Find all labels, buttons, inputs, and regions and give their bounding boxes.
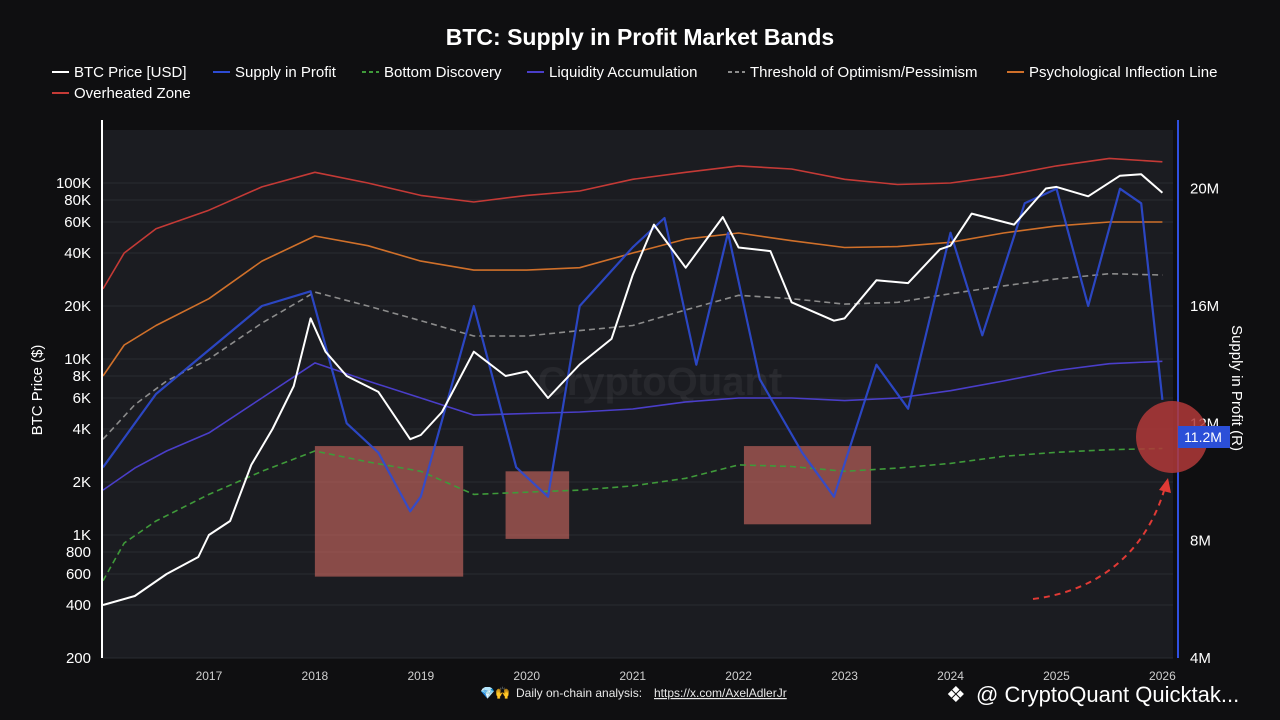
highlight-zone [505,471,570,539]
watermark: ❖ @ CryptoQuant Quicktak... [946,682,1239,707]
x-tick-label: 2021 [619,669,646,683]
current-value-circle [1136,401,1208,473]
watermark-icon: ❖ [946,682,966,707]
legend-label: Supply in Profit [235,64,337,81]
legend-item-btc-price-usd: BTC Price [USD] [52,64,187,81]
x-tick-label: 2020 [513,669,540,683]
legend-item-threshold-of-optimism-pessimism: Threshold of Optimism/Pessimism [728,64,978,81]
grid-lines [103,182,1173,659]
series-line-supply-in-profit [102,187,1164,513]
legend-label: Bottom Discovery [384,64,502,81]
x-axis-ticks: 2017 2018 2019 2020 2021 2022 2023 2024 2025 2026 [196,669,1176,683]
watermark-text: @ CryptoQuant Quicktak... [976,682,1239,707]
legend-item-psychological-inflection-line: Psychological Inflection Line [1007,64,1217,81]
highlight-zone [314,446,464,577]
y-tick-label: 600 [66,566,91,583]
chart-title: BTC: Supply in Profit Market Bands [446,24,834,50]
footer-link[interactable]: https://x.com/AxelAdlerJr [654,686,787,700]
current-value-badge [1178,426,1230,448]
y-tick-label: 20K [64,298,91,315]
legend-label: Threshold of Optimism/Pessimism [750,64,978,81]
legend-item-liquidity-accumulation: Liquidity Accumulation [527,64,697,81]
legend-item-supply-in-profit: Supply in Profit [213,64,337,81]
series-line-overheated-zone [102,157,1163,290]
footer-text: Daily on-chain analysis: [516,686,642,700]
legend-label: Psychological Inflection Line [1029,64,1217,81]
y-axis-right-label: Supply in Profit (R) [1228,325,1245,451]
y2-tick-label: 20M [1190,181,1219,198]
y2-tick-label: 8M [1190,533,1211,550]
footer: 💎🙌 Daily on-chain analysis: https://x.co… [480,686,787,700]
x-tick-label: 2019 [407,669,434,683]
y-tick-label: 8K [73,368,91,385]
legend-item-bottom-discovery: Bottom Discovery [362,64,502,81]
x-tick-label: 2025 [1043,669,1070,683]
footer-emoji: 💎🙌 [480,686,510,700]
x-tick-label: 2023 [831,669,858,683]
y-tick-label: 200 [66,650,91,667]
y-tick-label: 4K [73,421,91,438]
y-tick-label: 2K [73,474,91,491]
y-tick-label: 10K [64,351,91,368]
y-tick-label: 400 [66,597,91,614]
background-watermark: CryptoQuant [538,360,782,404]
series-lines [102,157,1164,606]
current-value-label: 11.2M [1184,429,1222,445]
y-tick-label: 60K [64,214,91,231]
series-line-threshold-of-optimism-pessimism [102,272,1163,440]
series-line-btc-price-usd [102,173,1164,606]
current-value-marker: 11.2M [1136,401,1230,473]
series-line-bottom-discovery [102,447,1163,582]
y2-tick-label: 16M [1190,298,1219,315]
y-axis-left-label: BTC Price ($) [29,345,46,436]
series-line-liquidity-accumulation [102,360,1163,491]
legend-label: BTC Price [USD] [74,64,187,81]
y2-tick-label: 4M [1190,650,1211,667]
plot-area [103,130,1173,658]
y-tick-label: 100K [56,175,91,192]
x-tick-label: 2018 [302,669,329,683]
legend-label: Liquidity Accumulation [549,64,697,81]
y-tick-label: 1K [73,527,91,544]
highlight-zones [314,446,872,577]
y-tick-label: 40K [64,245,91,262]
series-line-psychological-inflection-line [102,221,1163,377]
x-tick-label: 2017 [196,669,223,683]
y-tick-label: 80K [64,192,91,209]
legend: BTC Price [USD] Supply in Profit Bottom Di… [52,64,1217,102]
x-tick-label: 2022 [725,669,752,683]
annotation-arrowhead [1159,478,1171,493]
highlight-zone [743,446,872,525]
x-tick-label: 2026 [1149,669,1176,683]
legend-label: Overheated Zone [74,85,191,102]
y-tick-label: 6K [73,390,91,407]
y-tick-label: 800 [66,544,91,561]
x-tick-label: 2024 [937,669,964,683]
legend-item-overheated-zone: Overheated Zone [52,85,191,102]
